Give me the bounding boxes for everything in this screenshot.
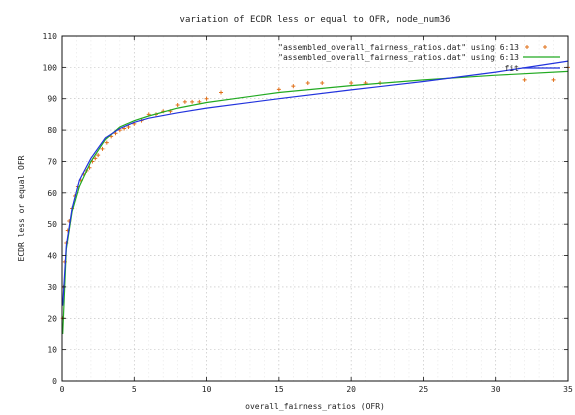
y-tick-label: 50 bbox=[47, 220, 57, 229]
data-point bbox=[204, 96, 209, 101]
data-point bbox=[291, 84, 296, 89]
legend-point bbox=[543, 45, 547, 49]
series-line-1 bbox=[62, 70, 569, 335]
data-point bbox=[104, 140, 109, 145]
legend-sample-points bbox=[525, 45, 547, 49]
data-point bbox=[276, 87, 281, 92]
data-point bbox=[182, 99, 187, 104]
y-tick-label: 60 bbox=[47, 189, 57, 198]
x-tick-label: 5 bbox=[132, 385, 137, 394]
series-line-2 bbox=[62, 60, 569, 306]
x-tick-label: 15 bbox=[274, 385, 284, 394]
data-point bbox=[197, 99, 202, 104]
data-point bbox=[349, 81, 354, 86]
data-point bbox=[522, 77, 527, 82]
legend: "assembled_overall_fairness_ratios.dat" … bbox=[278, 43, 560, 73]
grid bbox=[62, 36, 568, 381]
y-tick-label: 110 bbox=[43, 32, 58, 41]
x-tick-label: 25 bbox=[419, 385, 429, 394]
y-tick-label: 70 bbox=[47, 157, 57, 166]
data-point bbox=[93, 156, 98, 161]
data-point bbox=[100, 146, 105, 151]
data-point bbox=[320, 81, 325, 86]
axis-ticks: 0 5 10 15 20 25 30 35 0 10 20 30 40 50 60 70 80 90 100 110 bbox=[43, 32, 573, 394]
plot-area bbox=[60, 60, 570, 335]
legend-point bbox=[525, 45, 529, 49]
y-tick-label: 10 bbox=[47, 346, 57, 355]
x-tick-label: 35 bbox=[563, 385, 573, 394]
y-tick-label: 80 bbox=[47, 126, 57, 135]
data-point bbox=[305, 81, 310, 86]
y-tick-label: 0 bbox=[52, 377, 57, 386]
x-tick-label: 0 bbox=[60, 385, 65, 394]
x-tick-label: 30 bbox=[491, 385, 501, 394]
data-point bbox=[551, 77, 556, 82]
y-axis-label: ECDR less or equal OFR bbox=[17, 155, 26, 261]
plot-frame bbox=[61, 35, 569, 382]
y-tick-label: 30 bbox=[47, 283, 57, 292]
x-tick-label: 20 bbox=[346, 385, 356, 394]
data-point bbox=[175, 103, 180, 107]
y-tick-label: 20 bbox=[47, 314, 57, 323]
y-tick-label: 100 bbox=[43, 63, 58, 72]
data-point bbox=[190, 99, 195, 104]
legend-label-fit: fit bbox=[505, 64, 520, 73]
data-point bbox=[219, 90, 224, 95]
y-tick-label: 90 bbox=[47, 95, 57, 104]
data-point bbox=[126, 124, 131, 129]
y-tick-label: 40 bbox=[47, 252, 57, 261]
legend-label-green-line: "assembled_overall_fairness_ratios.dat" … bbox=[278, 53, 519, 62]
x-axis-label: overall_fairness_ratios (OFR) bbox=[245, 402, 385, 411]
legend-label-points: "assembled_overall_fairness_ratios.dat" … bbox=[278, 43, 519, 52]
chart-title: variation of ECDR less or equal to OFR, … bbox=[180, 15, 451, 25]
data-point bbox=[96, 153, 101, 158]
x-tick-label: 10 bbox=[202, 385, 212, 394]
